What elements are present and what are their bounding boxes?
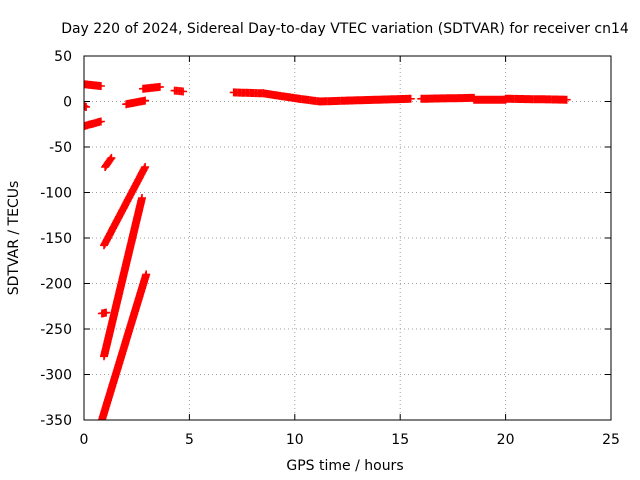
data-point-markers: [343, 94, 415, 105]
y-tick-label: 0: [63, 95, 72, 111]
data-series-segment: [122, 96, 150, 109]
y-tick-label: -50: [49, 140, 72, 156]
data-series-segment: [259, 89, 303, 103]
data-series-segment: [100, 194, 146, 361]
data-point-markers: [84, 102, 91, 111]
data-point-markers: [100, 194, 146, 361]
data-series-segment: [501, 94, 571, 104]
y-tick-label: 50: [54, 49, 72, 65]
data-series-segment: [170, 86, 188, 96]
data-point-markers: [97, 308, 111, 318]
x-tick-label: 25: [602, 432, 620, 448]
x-tick-label: 5: [185, 432, 194, 448]
data-series-segment: [97, 308, 111, 318]
y-tick-label: -250: [40, 322, 72, 338]
data-series-segment: [343, 94, 415, 105]
y-tick-label: -100: [40, 186, 72, 202]
data-series-segment: [97, 270, 151, 420]
data-point-markers: [100, 163, 150, 250]
data-point-markers: [170, 86, 188, 96]
x-tick-label: 15: [391, 432, 409, 448]
data-point-markers: [470, 95, 510, 104]
data-series-segment: [101, 153, 116, 171]
grid-lines: [84, 56, 611, 420]
x-tick-label: 10: [286, 432, 304, 448]
data-series-segment: [139, 82, 164, 93]
y-axis-title: SDTVAR / TECUs: [6, 181, 22, 296]
data-series-segment: [84, 102, 91, 111]
data-series-segment: [84, 80, 105, 90]
axis-ticks: 50 0 -50 -100 -150 -200 -250 -300 -350 0 5 10 15 20 25: [40, 49, 620, 448]
data-point-markers: [84, 80, 105, 90]
data-series-segment: [417, 93, 478, 103]
data-point-markers: [101, 153, 116, 171]
data-point-markers: [259, 89, 303, 103]
y-tick-label: -200: [40, 277, 72, 293]
x-tick-label: 20: [497, 432, 515, 448]
y-tick-label: -350: [40, 413, 72, 429]
data-point-markers: [122, 96, 150, 109]
data-points: [84, 80, 571, 420]
data-series-segment: [100, 163, 150, 250]
y-tick-label: -300: [40, 368, 72, 384]
plot-frame: [83, 55, 612, 421]
data-point-markers: [417, 93, 478, 103]
data-point-markers: [501, 94, 571, 104]
data-point-markers: [97, 270, 151, 420]
data-series-segment: [84, 117, 105, 131]
data-point-markers: [139, 82, 164, 93]
chart-title: Day 220 of 2024, Sidereal Day-to-day VTE…: [61, 21, 629, 37]
data-series-segment: [470, 95, 510, 104]
y-tick-label: -150: [40, 231, 72, 247]
data-point-markers: [84, 117, 105, 131]
x-tick-label: 0: [80, 432, 89, 448]
x-axis-title: GPS time / hours: [286, 458, 403, 474]
